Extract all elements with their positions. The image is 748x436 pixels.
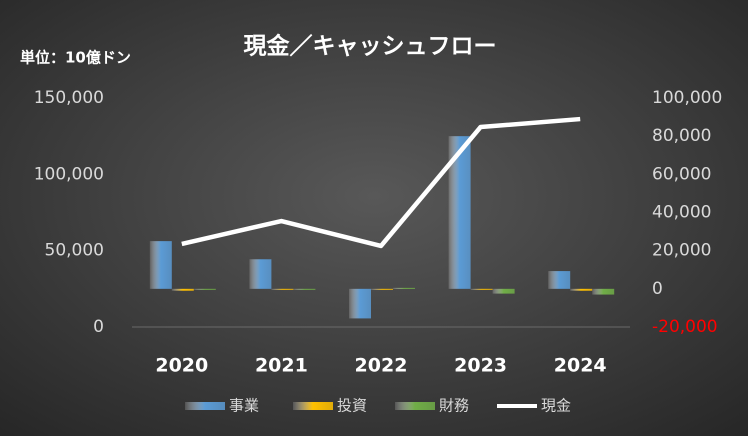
legend-swatch <box>293 402 333 410</box>
y-tick-label: 0 <box>93 317 104 337</box>
bar <box>193 288 216 290</box>
x-tick-label: 2024 <box>554 355 607 377</box>
bar <box>492 288 515 294</box>
chart-title: 現金／キャッシュフロー <box>244 33 497 60</box>
bar <box>293 288 316 290</box>
legend-label: 投資 <box>337 397 367 415</box>
bar <box>171 288 194 291</box>
bar <box>548 271 571 289</box>
bar <box>570 288 593 291</box>
line <box>181 116 581 249</box>
y-tick-label: 150,000 <box>34 88 104 108</box>
legend-label: 事業 <box>229 397 259 415</box>
x-tick-label: 2022 <box>355 355 408 377</box>
legend-label: 現金 <box>541 397 571 415</box>
bar <box>371 288 393 290</box>
legend-swatch <box>395 402 435 410</box>
y2-tick-label: 100,000 <box>652 88 722 108</box>
y-tick-label: 50,000 <box>45 241 104 261</box>
x-tick-label: 2023 <box>454 355 507 377</box>
y-axis-label: 単位：10億ドン <box>20 49 131 67</box>
y2-tick-label: 0 <box>652 279 663 299</box>
x-tick-label: 2020 <box>155 355 208 377</box>
bar <box>249 259 272 289</box>
y2-tick-label: 20,000 <box>652 241 711 261</box>
y2-tick-label: -20,000 <box>652 317 718 337</box>
x-tick-label: 2021 <box>255 355 308 377</box>
y2-tick-label: 60,000 <box>652 164 711 184</box>
legend-swatch <box>185 402 225 410</box>
y2-tick-label: 80,000 <box>652 126 711 146</box>
bar <box>470 288 493 290</box>
y-tick-label: 100,000 <box>34 164 104 184</box>
y2-tick-label: 40,000 <box>652 203 711 223</box>
legend-label: 財務 <box>439 397 469 415</box>
bar <box>592 288 615 295</box>
bar <box>393 287 415 289</box>
bar <box>271 288 294 290</box>
bar <box>149 241 172 289</box>
bar <box>349 288 371 319</box>
bar <box>448 136 471 289</box>
